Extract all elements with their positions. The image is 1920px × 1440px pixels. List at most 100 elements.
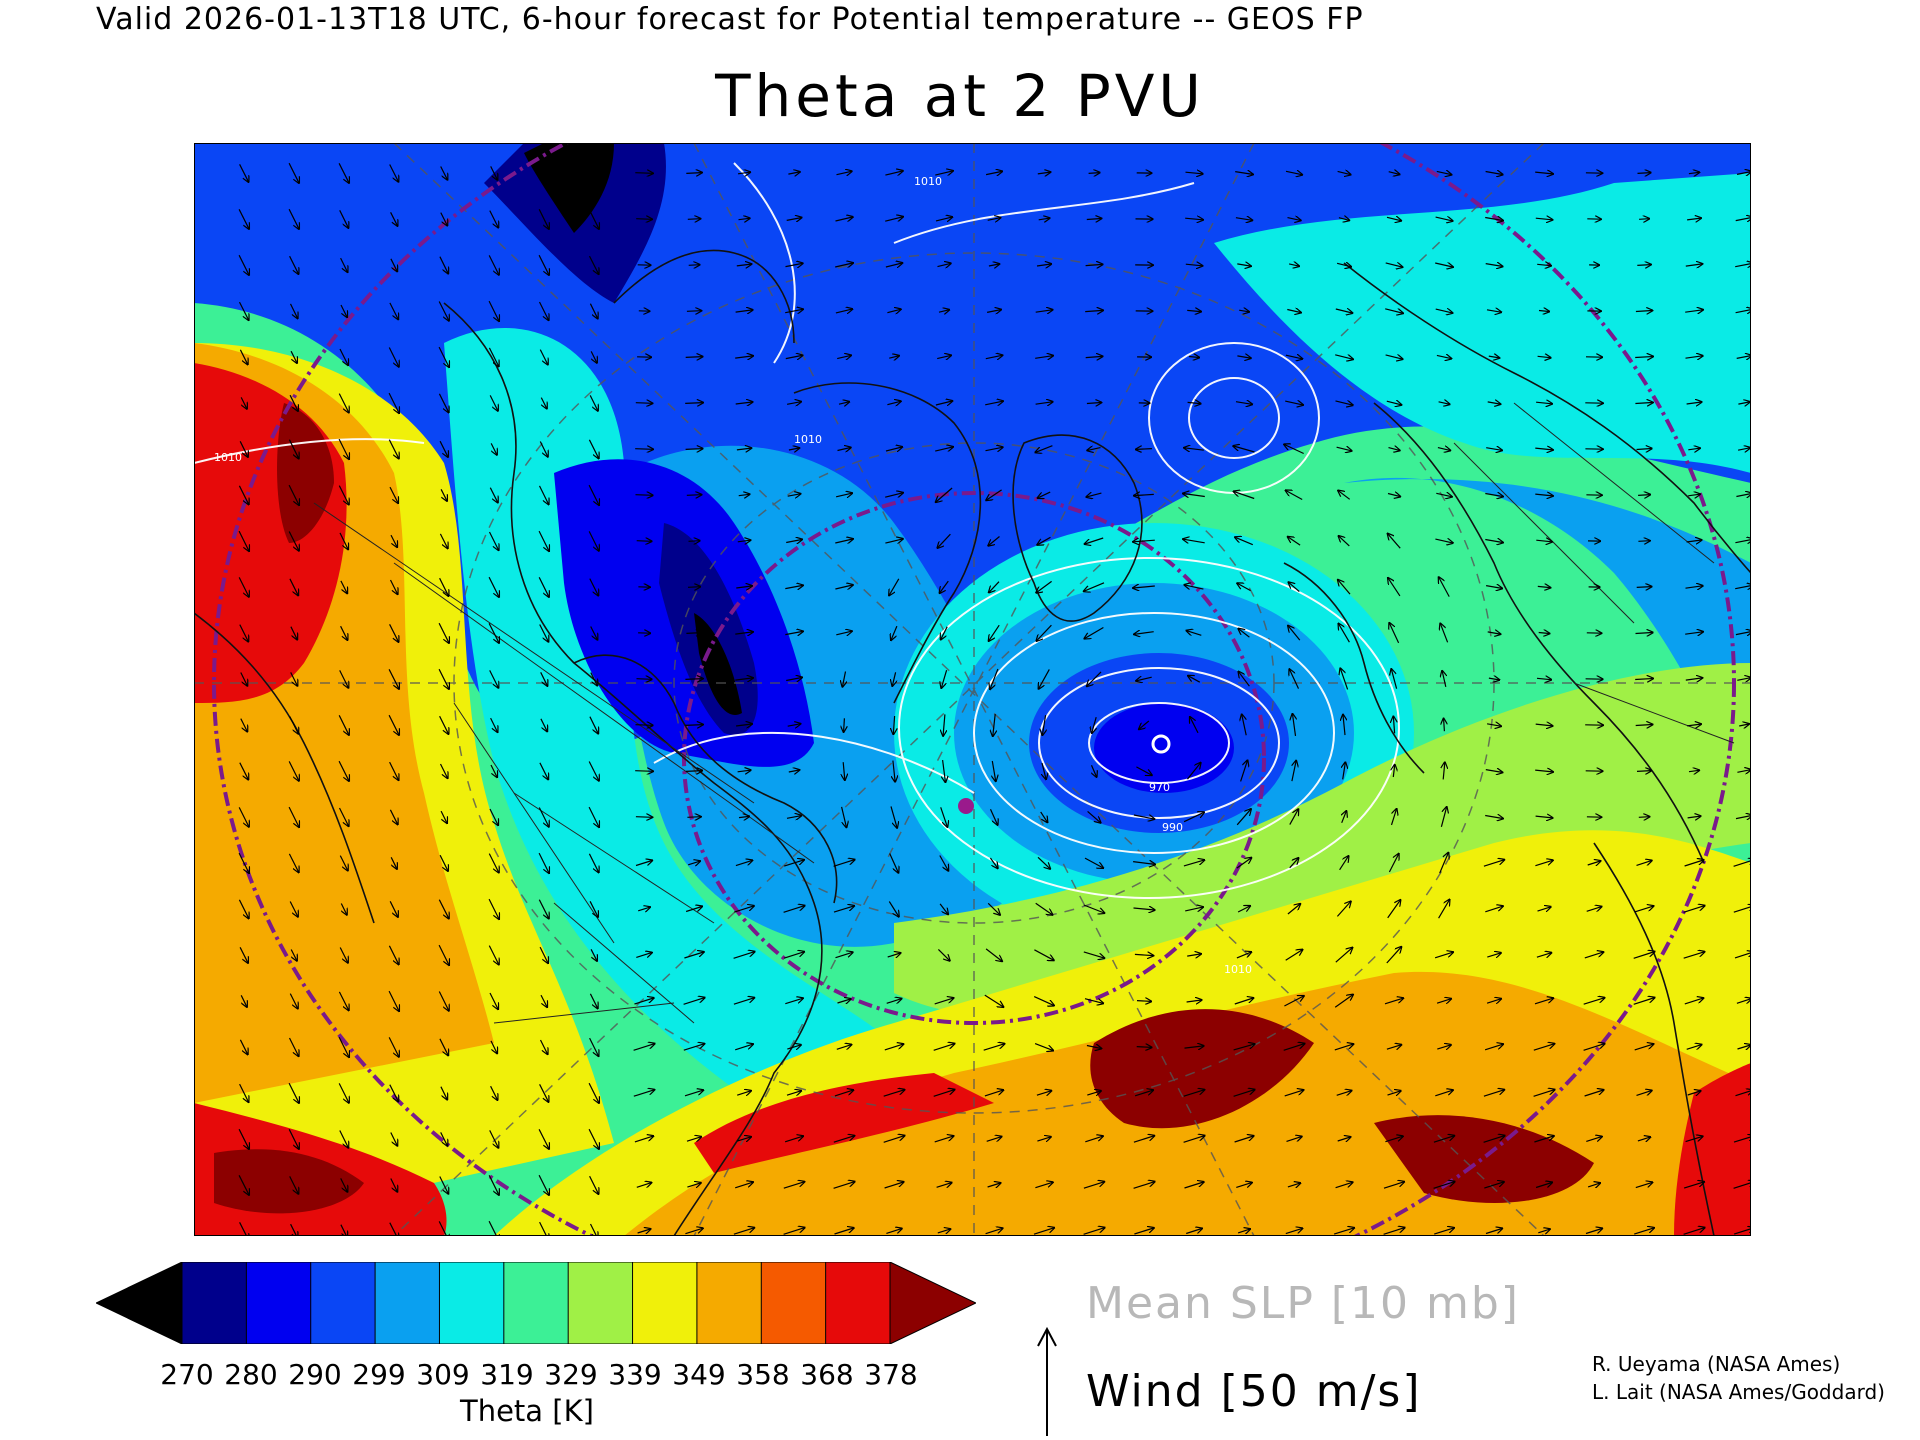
wind-arrow: [1339, 624, 1350, 643]
theta-region-black-core: [694, 613, 742, 715]
wind-arrow: [489, 670, 499, 687]
wind-arrow: [943, 760, 946, 782]
wind-arrow: [1636, 587, 1652, 588]
wind-arrow: [1184, 1182, 1204, 1189]
wind-arrow: [1037, 624, 1052, 641]
wind-arrow: [1487, 402, 1501, 404]
coastlines: [194, 249, 1751, 1236]
wind-arrow: [1087, 671, 1102, 686]
wind-arrow: [1735, 815, 1751, 818]
wind-arrow: [887, 401, 900, 404]
wind-arrow: [1485, 586, 1502, 589]
wind-arrow: [1435, 263, 1453, 267]
wind-arrow: [1485, 1229, 1502, 1235]
wind-arrow: [1085, 537, 1104, 544]
wind-arrow: [884, 1182, 904, 1189]
wind-arrow: [1136, 677, 1152, 681]
wind-arrow: [889, 853, 899, 873]
wind-arrow: [1686, 1045, 1702, 1050]
wind-arrow: [1237, 906, 1250, 913]
wind-arrow: [1092, 717, 1096, 733]
wind-arrow: [1383, 1182, 1404, 1189]
wind-arrow: [1334, 1044, 1353, 1051]
wind-arrow: [1183, 494, 1205, 497]
wind-arrow: [1583, 998, 1605, 1005]
wind-arrow: [438, 944, 449, 965]
wind-arrow: [539, 441, 547, 457]
wind-arrow: [786, 402, 801, 405]
wind-arrow: [1085, 356, 1103, 357]
wind-arrow: [1085, 310, 1103, 311]
wind-arrow: [684, 1090, 703, 1097]
wind-arrow: [289, 901, 298, 917]
wind-arrow: [290, 672, 298, 685]
wind-arrow: [1685, 264, 1702, 266]
wind-arrow: [1633, 952, 1655, 959]
wind-arrow: [1285, 171, 1302, 174]
wind-arrow: [1035, 1182, 1052, 1189]
wind-arrow: [389, 809, 397, 824]
wind-arrow: [1483, 1136, 1505, 1143]
wind-arrow: [688, 541, 700, 542]
wind-arrow: [588, 484, 599, 505]
wind-arrow: [289, 716, 298, 734]
wind-arrow: [1036, 580, 1052, 592]
wind-arrow: [1037, 172, 1050, 174]
wind-arrow: [1535, 494, 1552, 496]
slp-label: 1010: [914, 175, 942, 188]
wind-arrow: [1134, 494, 1154, 495]
wind-arrow: [634, 1136, 653, 1143]
wind-arrow: [1688, 448, 1699, 450]
wind-arrow: [1637, 173, 1651, 174]
wind-arrow: [1284, 1090, 1304, 1097]
wind-arrow: [1136, 1047, 1152, 1048]
wind-arrow: [735, 1044, 753, 1051]
wind-arrow: [636, 679, 652, 680]
wind-arrow: [1687, 218, 1701, 220]
wind-arrow: [787, 724, 801, 726]
wind-arrow: [985, 401, 1003, 405]
wind-arrow: [1687, 816, 1701, 818]
wind-arrow: [1339, 536, 1350, 547]
wind-arrow: [1688, 494, 1700, 496]
wind-arrow: [240, 672, 247, 686]
wind-arrow: [941, 670, 948, 688]
wind-arrow: [1534, 998, 1553, 1005]
wind-arrow: [1684, 860, 1704, 867]
wind-arrow: [1033, 1228, 1054, 1235]
wind-arrow: [388, 990, 399, 1011]
wind-arrow: [1584, 952, 1603, 959]
wind-arrow: [1485, 172, 1503, 175]
wind-arrow: [1387, 900, 1401, 919]
wind-arrow: [893, 715, 894, 734]
wind-arrow: [1634, 1044, 1654, 1051]
wind-arrow: [1388, 854, 1398, 873]
wind-arrow: [1433, 1136, 1454, 1143]
wind-arrow: [1635, 311, 1652, 312]
wind-arrow: [1336, 1091, 1352, 1096]
wind-arrow: [1483, 860, 1504, 867]
wind-arrow: [884, 1044, 903, 1051]
wind-arrow: [836, 171, 852, 174]
wind-arrow: [1736, 356, 1751, 359]
wind-arrow: [1635, 679, 1653, 680]
wind-arrow: [1042, 715, 1045, 735]
wind-arrow: [239, 1222, 249, 1236]
wind-arrow: [1683, 906, 1705, 913]
wind-arrow: [885, 447, 902, 451]
colorbar-tick: 329: [544, 1358, 598, 1391]
wind-arrow: [736, 448, 751, 450]
wind-arrow: [1286, 491, 1303, 501]
colorbar-swatch: [246, 1262, 312, 1344]
wind-arrow: [940, 807, 948, 826]
wind-arrow: [635, 403, 652, 404]
wind-arrow: [1435, 1090, 1452, 1097]
wind-arrow: [1236, 858, 1251, 869]
wind-arrow: [1289, 809, 1298, 825]
political-boundaries: [313, 402, 1735, 1024]
wind-arrow: [1536, 678, 1551, 679]
wind-arrow: [1389, 623, 1400, 644]
wind-arrow: [1084, 857, 1103, 868]
wind-arrow: [239, 1039, 247, 1054]
wind-arrow: [1035, 356, 1053, 359]
